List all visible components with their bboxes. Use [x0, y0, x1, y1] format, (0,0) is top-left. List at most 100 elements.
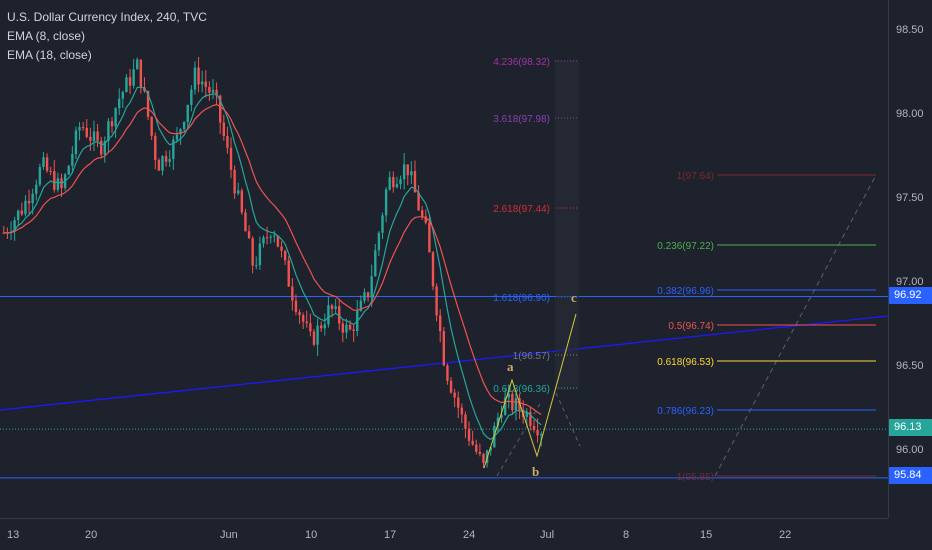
- candle[interactable]: [53, 171, 56, 190]
- candle[interactable]: [442, 331, 446, 366]
- candle[interactable]: [482, 453, 485, 463]
- candle[interactable]: [24, 200, 27, 215]
- candle[interactable]: [377, 232, 381, 251]
- candle[interactable]: [319, 325, 323, 329]
- candle[interactable]: [244, 212, 247, 232]
- candle[interactable]: [532, 426, 536, 430]
- candle[interactable]: [301, 315, 305, 322]
- abc-wave-line[interactable]: [483, 313, 577, 469]
- candle[interactable]: [132, 69, 135, 86]
- candle[interactable]: [200, 81, 204, 85]
- candle[interactable]: [305, 321, 308, 324]
- candle[interactable]: [237, 190, 240, 194]
- candle[interactable]: [208, 87, 211, 93]
- candle[interactable]: [381, 215, 384, 233]
- candle[interactable]: [161, 156, 164, 171]
- candle[interactable]: [154, 135, 157, 161]
- candle[interactable]: [67, 165, 70, 175]
- candle[interactable]: [402, 164, 406, 180]
- candle[interactable]: [276, 235, 280, 247]
- candle[interactable]: [283, 250, 287, 261]
- candle[interactable]: [13, 220, 16, 232]
- candle[interactable]: [99, 140, 103, 155]
- candle[interactable]: [489, 447, 492, 451]
- ema-18-line[interactable]: [3, 103, 542, 416]
- candle[interactable]: [287, 260, 290, 287]
- candle[interactable]: [363, 292, 366, 301]
- candle[interactable]: [460, 407, 464, 415]
- candle[interactable]: [139, 59, 143, 88]
- candle[interactable]: [219, 95, 222, 123]
- candle[interactable]: [424, 216, 427, 223]
- candle[interactable]: [103, 141, 106, 155]
- candle[interactable]: [85, 127, 88, 137]
- candle[interactable]: [81, 127, 85, 129]
- candle[interactable]: [179, 129, 182, 135]
- candle[interactable]: [420, 210, 424, 217]
- candle[interactable]: [128, 77, 132, 86]
- candle[interactable]: [190, 89, 193, 105]
- candle[interactable]: [525, 412, 528, 417]
- candle[interactable]: [280, 246, 283, 251]
- candle[interactable]: [395, 184, 399, 188]
- candle[interactable]: [514, 398, 518, 411]
- candle[interactable]: [384, 189, 388, 216]
- candle[interactable]: [168, 159, 171, 162]
- candle[interactable]: [42, 157, 45, 168]
- candle[interactable]: [172, 139, 175, 160]
- candle[interactable]: [157, 160, 161, 171]
- candle[interactable]: [471, 440, 474, 445]
- candle[interactable]: [78, 127, 81, 131]
- candle[interactable]: [89, 136, 92, 141]
- candle[interactable]: [255, 265, 258, 267]
- candle[interactable]: [500, 414, 503, 418]
- candle[interactable]: [348, 324, 352, 330]
- candle[interactable]: [146, 91, 150, 117]
- candle[interactable]: [211, 89, 215, 93]
- candle[interactable]: [92, 131, 96, 141]
- candle[interactable]: [262, 237, 265, 244]
- projection-line[interactable]: [496, 403, 541, 477]
- candle[interactable]: [478, 451, 482, 454]
- candle[interactable]: [17, 210, 20, 221]
- candle[interactable]: [197, 67, 200, 85]
- candle[interactable]: [71, 154, 74, 166]
- candle[interactable]: [226, 135, 229, 148]
- candle[interactable]: [96, 131, 99, 141]
- candle[interactable]: [294, 300, 298, 313]
- candle[interactable]: [330, 305, 334, 310]
- candle[interactable]: [503, 397, 507, 415]
- candle[interactable]: [316, 325, 319, 345]
- candle[interactable]: [56, 178, 60, 190]
- candle[interactable]: [74, 130, 78, 155]
- candle[interactable]: [291, 286, 294, 301]
- candle[interactable]: [392, 177, 395, 188]
- candle[interactable]: [467, 428, 471, 441]
- candle[interactable]: [374, 250, 377, 277]
- candle[interactable]: [175, 134, 179, 140]
- candle[interactable]: [334, 306, 337, 310]
- candle[interactable]: [370, 276, 373, 298]
- candle[interactable]: [269, 236, 272, 238]
- candle[interactable]: [136, 59, 139, 70]
- candle[interactable]: [298, 312, 301, 316]
- candle[interactable]: [150, 116, 153, 136]
- candle[interactable]: [366, 292, 370, 298]
- candle[interactable]: [20, 210, 24, 215]
- candle[interactable]: [110, 121, 114, 127]
- candle[interactable]: [265, 237, 269, 239]
- projection-line[interactable]: [714, 174, 877, 477]
- candle[interactable]: [273, 235, 276, 237]
- candle[interactable]: [352, 329, 355, 332]
- candle[interactable]: [539, 434, 543, 436]
- candle[interactable]: [114, 108, 117, 127]
- candle[interactable]: [49, 170, 52, 172]
- ema-8-line[interactable]: [3, 86, 542, 441]
- candle[interactable]: [125, 77, 128, 93]
- candle[interactable]: [35, 184, 38, 194]
- candle[interactable]: [435, 286, 438, 316]
- candle[interactable]: [31, 193, 34, 204]
- candle[interactable]: [121, 92, 125, 99]
- candle[interactable]: [323, 324, 326, 329]
- candle[interactable]: [204, 81, 207, 88]
